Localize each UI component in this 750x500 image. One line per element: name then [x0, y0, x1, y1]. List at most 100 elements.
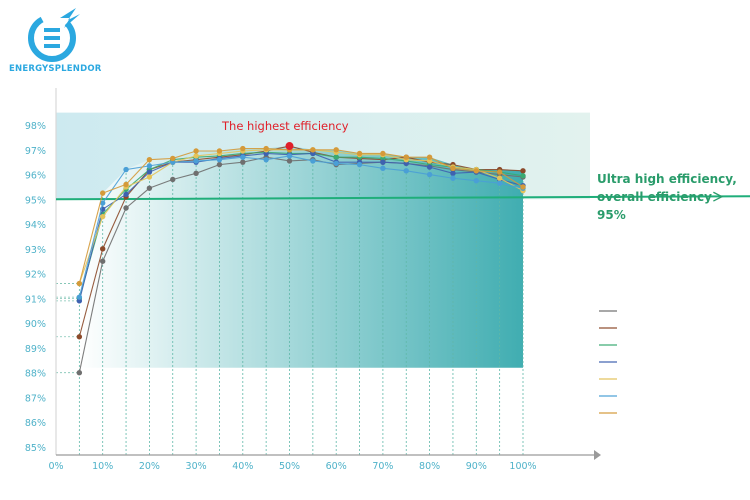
data-point	[146, 163, 153, 169]
data-point	[193, 170, 199, 176]
data-point	[496, 175, 503, 181]
data-point	[310, 147, 316, 153]
efficiency-area	[79, 146, 523, 368]
threshold-line	[55, 195, 750, 201]
y-tick-label: 97%	[25, 146, 46, 157]
x-tick-label: 60%	[326, 461, 347, 472]
data-point	[263, 150, 269, 157]
ultra-efficiency-label: Ultra high efficiency, overall efficienc…	[597, 170, 750, 224]
x-tick-label: 40%	[232, 461, 253, 472]
data-point	[310, 158, 316, 164]
data-point	[380, 165, 386, 172]
data-point	[263, 156, 269, 163]
y-tick-label: 96%	[25, 171, 46, 182]
data-point	[170, 176, 176, 183]
y-tick-label: 92%	[25, 270, 46, 281]
data-point	[146, 169, 153, 175]
data-point	[76, 369, 83, 376]
data-point	[333, 160, 339, 167]
data-point	[356, 150, 363, 157]
data-point	[426, 171, 433, 178]
data-point	[216, 148, 223, 154]
brand-logo	[27, 8, 80, 62]
series-line	[78, 156, 524, 373]
data-point	[100, 246, 106, 252]
data-point	[100, 213, 106, 220]
data-point	[520, 173, 526, 179]
data-point	[100, 258, 106, 264]
data-point	[403, 160, 409, 167]
data-point	[310, 150, 316, 157]
x-tick-label: 80%	[419, 461, 440, 472]
y-tick-label: 94%	[25, 220, 46, 231]
data-point	[146, 156, 153, 163]
ultra-efficiency-line2: overall efficiency＞95%	[597, 190, 724, 222]
data-point	[240, 145, 246, 152]
data-point	[473, 178, 479, 184]
x-tick-label: 10%	[92, 461, 113, 472]
data-point	[216, 156, 223, 163]
x-tick-label: 90%	[466, 461, 487, 472]
data-point	[450, 170, 456, 176]
data-point	[403, 154, 409, 160]
data-point	[170, 155, 176, 162]
data-point	[170, 159, 176, 165]
y-tick-label: 89%	[25, 344, 46, 355]
data-point	[426, 164, 433, 170]
x-tick-label: 70%	[372, 461, 393, 472]
y-tick-label: 86%	[25, 418, 46, 429]
y-tick-label: 93%	[25, 245, 46, 256]
series-line	[78, 155, 524, 298]
data-point	[426, 158, 433, 164]
y-tick-label: 91%	[25, 294, 46, 305]
x-tick-label: 30%	[186, 461, 207, 472]
series-line	[78, 147, 524, 284]
data-point	[333, 147, 339, 153]
x-tick-label: 0%	[48, 461, 63, 472]
data-point	[146, 185, 153, 191]
y-tick-label: 98%	[25, 121, 46, 132]
data-point	[403, 168, 409, 174]
data-point	[450, 165, 456, 172]
ultra-efficiency-line1: Ultra high efficiency,	[597, 172, 737, 186]
data-point	[240, 154, 246, 160]
x-tick-label: 100%	[509, 461, 536, 472]
data-point	[193, 158, 199, 164]
y-tick-label: 90%	[25, 319, 46, 330]
data-point	[123, 166, 129, 173]
data-point	[450, 175, 456, 181]
data-point	[380, 159, 386, 165]
data-point	[216, 161, 223, 168]
x-tick-label: 20%	[139, 461, 160, 472]
y-tick-label: 85%	[25, 443, 46, 454]
data-point	[76, 294, 83, 300]
data-point	[473, 168, 479, 174]
highest-efficiency-label: The highest efficiency	[222, 119, 349, 133]
y-tick-label: 88%	[25, 369, 46, 380]
data-point	[193, 148, 199, 154]
data-point	[263, 145, 269, 152]
data-point	[286, 158, 293, 164]
data-point	[100, 200, 106, 206]
data-point	[380, 155, 386, 162]
data-point	[100, 190, 106, 196]
data-point	[380, 150, 386, 157]
data-point	[286, 153, 293, 159]
data-point	[520, 184, 526, 190]
data-point	[333, 154, 339, 160]
y-tick-label: 87%	[25, 393, 46, 404]
data-point	[123, 181, 129, 188]
x-axis-arrow	[594, 450, 601, 460]
series-line	[78, 152, 524, 301]
data-point	[240, 159, 246, 165]
data-point	[76, 298, 83, 304]
data-point	[146, 174, 153, 180]
peak-point	[285, 142, 294, 151]
data-point	[123, 205, 129, 211]
data-point	[76, 280, 83, 287]
brand-name: ENERGYSPLENDOR	[9, 64, 102, 74]
data-point	[496, 180, 503, 186]
data-point	[76, 334, 83, 340]
x-tick-label: 50%	[279, 461, 300, 472]
